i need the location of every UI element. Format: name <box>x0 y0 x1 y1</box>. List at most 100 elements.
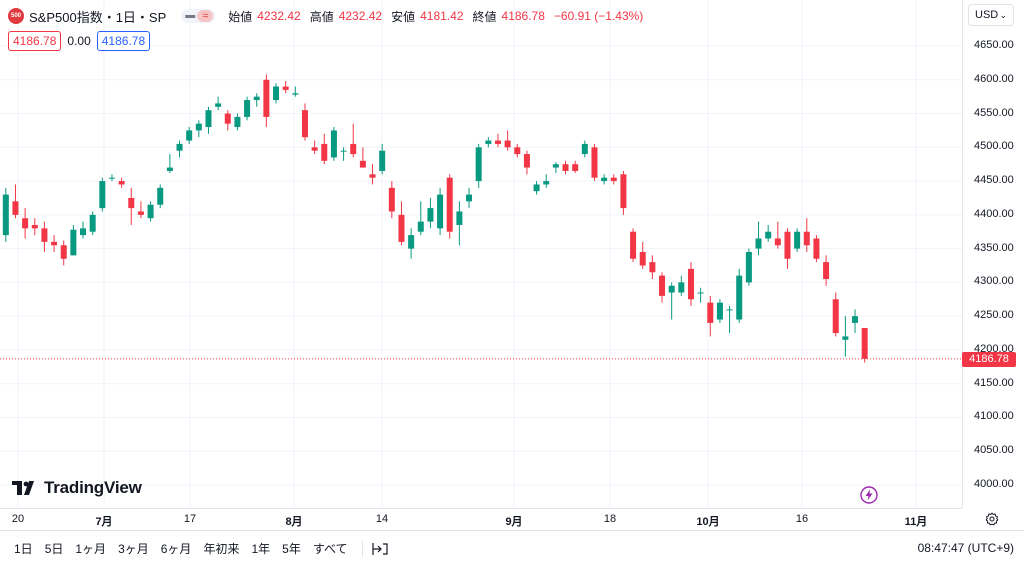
candle[interactable] <box>639 241 646 269</box>
candle[interactable] <box>41 221 48 252</box>
candle[interactable] <box>118 177 125 188</box>
minus-icon[interactable]: ▬ <box>185 10 196 21</box>
candle[interactable] <box>649 255 656 280</box>
chart-area[interactable] <box>0 0 962 508</box>
candle[interactable] <box>224 110 231 131</box>
candle[interactable] <box>765 224 772 242</box>
tradingview-logo[interactable]: TradingView <box>12 478 142 498</box>
candle[interactable] <box>292 86 299 97</box>
candle[interactable] <box>707 295 714 337</box>
candle[interactable] <box>494 133 501 148</box>
symbol-title[interactable]: S&P500指数・1日・SP <box>29 9 167 25</box>
clock-timezone[interactable]: 08:47:47 (UTC+9) <box>917 541 1014 555</box>
candle[interactable] <box>716 299 723 323</box>
range-all-button[interactable]: すべて <box>312 542 348 556</box>
candle[interactable] <box>861 328 868 363</box>
candle[interactable] <box>215 96 222 111</box>
lightning-icon[interactable] <box>860 486 878 504</box>
candle[interactable] <box>581 140 588 158</box>
candle[interactable] <box>784 228 791 269</box>
candlestick-chart[interactable] <box>0 0 962 508</box>
range-5d-button[interactable]: 5日 <box>44 542 64 556</box>
candle[interactable] <box>755 221 762 256</box>
candle[interactable] <box>514 143 521 158</box>
candle[interactable] <box>572 160 579 173</box>
candle[interactable] <box>485 137 492 148</box>
gear-icon[interactable] <box>985 512 999 526</box>
candle[interactable] <box>408 228 415 259</box>
range-3m-button[interactable]: 3ヶ月 <box>118 542 149 556</box>
candle[interactable] <box>234 113 241 131</box>
candle[interactable] <box>813 235 820 263</box>
candle[interactable] <box>157 184 164 209</box>
range-1m-button[interactable]: 1ヶ月 <box>75 542 107 556</box>
candle[interactable] <box>726 306 733 334</box>
candle[interactable] <box>253 93 260 107</box>
candle[interactable] <box>166 154 173 173</box>
candle[interactable] <box>562 160 569 175</box>
candle[interactable] <box>687 262 694 307</box>
candle[interactable] <box>398 201 405 246</box>
candle[interactable] <box>379 143 386 175</box>
candle[interactable] <box>108 174 115 182</box>
candle[interactable] <box>350 123 357 158</box>
candle[interactable] <box>186 127 193 144</box>
range-1d-button[interactable]: 1日 <box>14 542 33 556</box>
time-scale[interactable] <box>0 508 962 530</box>
candle[interactable] <box>128 187 135 225</box>
candle[interactable] <box>369 164 376 185</box>
candle[interactable] <box>620 170 627 215</box>
candle[interactable] <box>543 174 550 188</box>
symbol-logo-icon[interactable]: 500 <box>8 8 24 24</box>
candle[interactable] <box>736 268 743 323</box>
candle[interactable] <box>832 292 839 337</box>
candle[interactable] <box>446 174 453 239</box>
candle[interactable] <box>321 133 328 165</box>
candle[interactable] <box>388 181 395 219</box>
candle[interactable] <box>2 187 9 242</box>
sell-price-button[interactable]: 4186.78 <box>8 31 62 51</box>
candle[interactable] <box>51 235 58 252</box>
candle[interactable] <box>12 184 19 219</box>
candle[interactable] <box>195 120 202 138</box>
approx-icon[interactable]: ≈ <box>197 10 214 22</box>
currency-select[interactable]: USD ⌄ <box>968 4 1014 26</box>
candle[interactable] <box>417 201 424 236</box>
candle[interactable] <box>282 81 289 94</box>
range-5y-button[interactable]: 5年 <box>282 542 301 556</box>
candle[interactable] <box>301 103 308 141</box>
candle[interactable] <box>591 143 598 182</box>
price-scale[interactable] <box>962 0 1024 508</box>
candle[interactable] <box>803 218 810 252</box>
candle[interactable] <box>533 181 540 195</box>
candle[interactable] <box>504 130 511 151</box>
candle[interactable] <box>678 275 685 296</box>
candle[interactable] <box>475 143 482 188</box>
candle[interactable] <box>842 316 849 357</box>
candle[interactable] <box>456 201 463 246</box>
candle[interactable] <box>311 140 318 155</box>
candle[interactable] <box>31 218 38 236</box>
candle[interactable] <box>99 177 106 212</box>
candle[interactable] <box>774 221 781 249</box>
candle[interactable] <box>263 74 270 128</box>
candle[interactable] <box>340 147 347 161</box>
range-6m-button[interactable]: 6ヶ月 <box>160 542 192 556</box>
candle[interactable] <box>852 309 859 334</box>
series-toggle[interactable]: ▬ ≈ <box>181 9 216 23</box>
candle[interactable] <box>273 83 280 104</box>
candle[interactable] <box>244 96 251 121</box>
candle[interactable] <box>745 248 752 286</box>
candle[interactable] <box>630 228 637 263</box>
candle[interactable] <box>330 127 337 161</box>
candle[interactable] <box>697 287 704 303</box>
candle[interactable] <box>70 224 77 256</box>
candle[interactable] <box>147 201 154 222</box>
candle[interactable] <box>205 106 212 134</box>
date-range-icon[interactable] <box>371 540 389 558</box>
candle[interactable] <box>22 208 29 239</box>
candle[interactable] <box>60 240 67 266</box>
candle[interactable] <box>668 282 675 320</box>
candle[interactable] <box>137 201 144 219</box>
candle[interactable] <box>359 147 366 168</box>
